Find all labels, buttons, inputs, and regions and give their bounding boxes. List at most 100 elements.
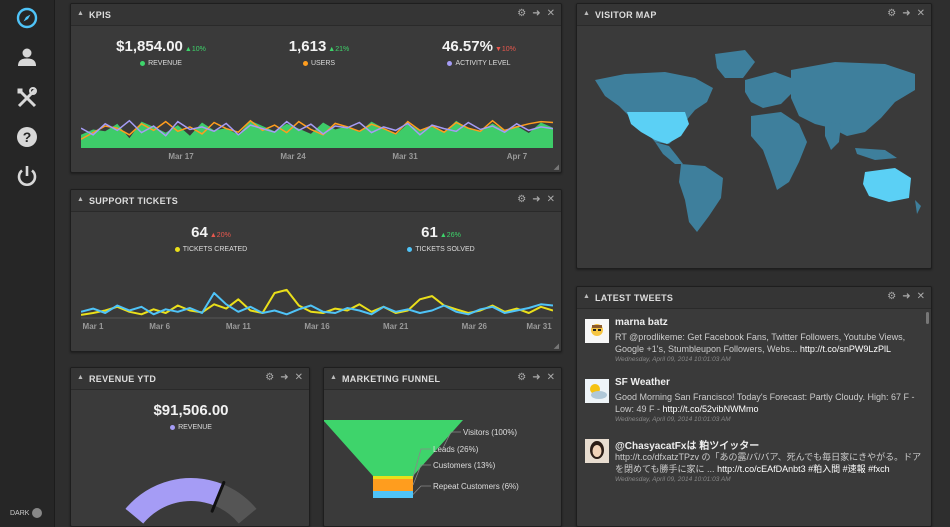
funnel-label: Customers (13%) [433,461,496,470]
tweet-item: SF Weather Good Morning San Francisco! T… [583,377,921,433]
close-icon[interactable]: ✕ [546,372,555,383]
tweet-text: RT @prodlikeme: Get Facebook Fans, Twitt… [615,332,906,354]
series-line-users [81,119,553,140]
arrow-right-icon[interactable]: ➜ [280,372,289,383]
tweet-author[interactable]: marna batz [615,317,668,328]
gear-icon[interactable]: ⚙ [517,8,527,19]
gear-icon[interactable]: ⚙ [887,8,897,19]
kpi-label: REVENUE [148,60,182,67]
arrow-right-icon[interactable]: ➜ [532,8,541,19]
arrow-right-icon[interactable]: ➜ [532,372,541,383]
close-icon[interactable]: ✕ [916,8,925,19]
series-area-revenue [81,120,553,148]
tools-icon[interactable] [15,86,39,110]
panel-title: LATEST TWEETS [595,293,674,303]
arrow-right-icon[interactable]: ➜ [532,194,541,205]
dark-mode-toggle[interactable]: DARK [10,508,43,518]
close-icon[interactable]: ✕ [294,372,303,383]
tweet-author[interactable]: @ChasyacatFxは 粕ツイッター [615,441,760,452]
map-usa [627,112,689,144]
funnel-stage [373,491,413,498]
kpi-value: 1,613 [288,38,327,55]
kpi-users: 1,613 ▲21% USERS [249,38,389,67]
user-icon[interactable] [15,45,39,69]
map-central-america [655,142,683,164]
scrollbar[interactable] [926,312,929,324]
funnel-label: Visitors (100%) [463,428,517,437]
kpi-tickets-solved: 61 ▲26% TICKETS SOLVED [371,224,511,253]
x-tick-label: Mar 31 [526,322,552,331]
funnel-stage [373,479,413,491]
power-icon[interactable] [15,164,39,188]
kpi-label: ACTIVITY LEVEL [455,60,511,67]
map-indonesia [855,148,897,160]
sidebar: ? DARK [0,0,55,527]
funnel-stage [373,476,413,479]
world-map[interactable] [585,32,925,247]
x-tick-label: Mar 31 [392,152,418,161]
arrow-right-icon[interactable]: ➜ [902,8,911,19]
gauge-needle [210,480,226,513]
tweet-item: @ChasyacatFxは 粕ツイッター http://t.co/dfxatzT… [583,437,921,493]
x-tick-label: Mar 16 [304,322,330,331]
arrow-right-icon[interactable]: ➜ [902,291,911,302]
map-asia [791,62,915,136]
collapse-icon[interactable]: ▲ [583,10,590,17]
gear-icon[interactable]: ⚙ [265,372,275,383]
x-tick-label: Mar 26 [462,322,488,331]
tweet-link[interactable]: http://t.co/cEAfDAnbt3 #粕入間 #速報 #fxch [717,464,890,474]
kpi-label: TICKETS CREATED [182,246,248,253]
tweet-link[interactable]: http://t.co/52vibNWMmo [662,404,759,414]
funnel-leader-line [442,431,461,449]
close-icon[interactable]: ✕ [916,291,925,302]
kpi-activity: 46.57% ▼10% ACTIVITY LEVEL [409,38,549,67]
tickets-chart: Mar 1 Mar 6 Mar 11 Mar 16 Mar 21 Mar 26 Mar 31 [81,288,553,331]
avatar[interactable] [585,319,609,343]
tweet-timestamp: Wednesday, April 09, 2014 10:01:03 AM [615,356,731,363]
kpi-label: USERS [310,60,336,67]
collapse-icon[interactable]: ▲ [583,293,590,300]
collapse-icon[interactable]: ▲ [77,374,84,381]
avatar[interactable] [585,379,609,403]
map-africa [751,112,807,190]
gear-icon[interactable]: ⚙ [517,372,527,383]
map-india [825,122,841,150]
panel-header: ▲ VISITOR MAP ⚙ ➜ ✕ [577,4,931,26]
help-icon[interactable]: ? [15,125,39,149]
map-greenland [715,50,755,78]
tweet-author[interactable]: SF Weather [615,377,670,388]
collapse-icon[interactable]: ▲ [77,10,84,17]
map-north-america [595,72,713,144]
revenue-gauge [125,478,257,524]
tweet-text: http://t.co/dfxatzTPzv の「あの露/バ/バア、死んでも毎日… [615,452,922,474]
panel-title: VISITOR MAP [595,10,657,20]
x-tick-label: Apr 7 [507,152,528,161]
avatar[interactable] [585,439,609,463]
resize-handle[interactable]: ◢ [553,343,559,350]
close-icon[interactable]: ✕ [546,8,555,19]
kpis-panel: ▲ KPIS ⚙ ➜ ✕ $1,854.00 ▲10% REVENUE 1,613… [70,3,562,173]
resize-handle[interactable]: ◢ [553,164,559,171]
gear-icon[interactable]: ⚙ [887,291,897,302]
kpi-change: ▲26% [439,232,461,239]
kpi-label: REVENUE [178,424,212,431]
panel-header: ▲ REVENUE YTD ⚙ ➜ ✕ [71,368,309,390]
tweet-text: Good Morning San Francisco! Today's Fore… [615,392,915,414]
tweet-item: marna batz RT @prodlikeme: Get Facebook … [583,317,921,373]
gear-icon[interactable]: ⚙ [517,194,527,205]
panel-title: REVENUE YTD [89,374,157,384]
kpi-revenue-ytd: $91,506.00 REVENUE [71,402,309,431]
tweet-link[interactable]: http://t.co/snPW9LzPlL [799,344,891,354]
funnel-label: Leads (26%) [433,445,479,454]
x-tick-label: Mar 21 [383,322,409,331]
x-tick-label: Mar 11 [226,322,251,331]
compass-icon[interactable] [15,6,39,30]
gauge-fill [125,478,224,524]
funnel-leader-line [412,448,431,478]
x-tick-label: Mar 17 [168,152,194,161]
tweet-timestamp: Wednesday, April 09, 2014 10:01:03 AM [615,476,731,483]
kpi-change: ▲20% [209,232,231,239]
collapse-icon[interactable]: ▲ [330,374,337,381]
collapse-icon[interactable]: ▲ [77,196,84,203]
close-icon[interactable]: ✕ [546,194,555,205]
